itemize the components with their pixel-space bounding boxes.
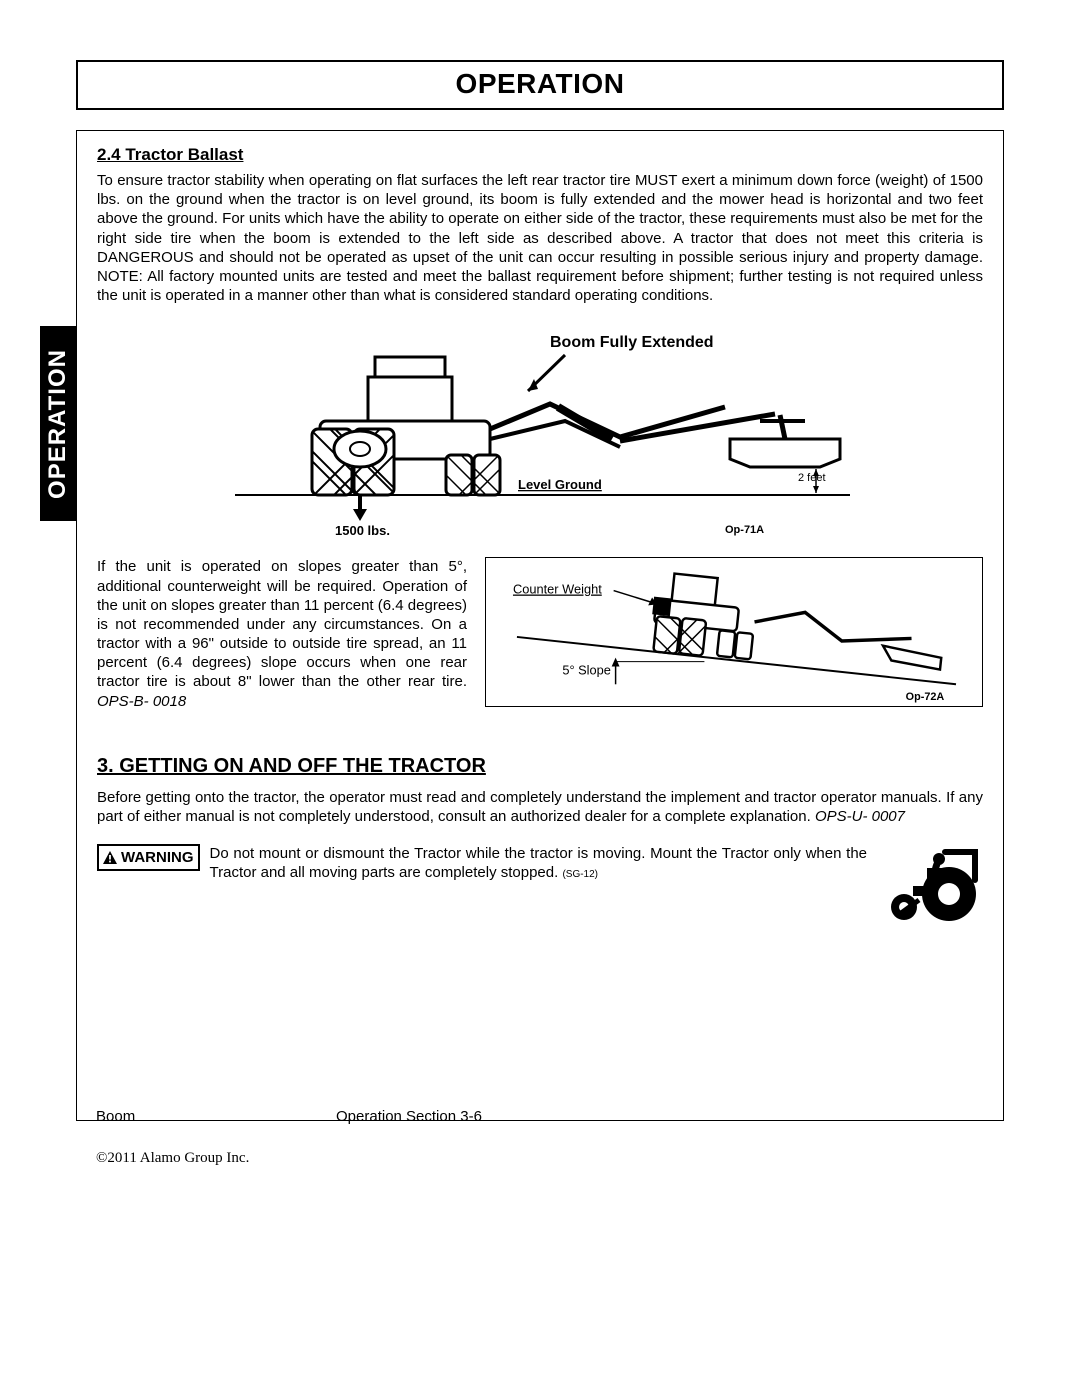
slope-ref: OPS-B- 0018: [97, 693, 186, 710]
diagram-code-2: Op-72A: [906, 691, 945, 703]
warning-triangle-icon: [103, 851, 117, 864]
diagram-level-ground: Level Ground: [518, 477, 602, 492]
section-2-4-body: To ensure tractor stability when operati…: [97, 171, 983, 305]
section-2-4-heading: 2.4 Tractor Ballast: [97, 145, 983, 165]
section-3-heading: 3. GETTING ON AND OFF THE TRACTOR: [97, 755, 983, 778]
side-tab-label: OPERATION: [44, 349, 72, 499]
warning-label: WARNING: [121, 849, 194, 866]
diagram-weight: 1500 lbs.: [335, 523, 390, 538]
page-header: OPERATION: [76, 60, 1004, 110]
warning-code: (SG-12): [562, 869, 598, 880]
page-title: OPERATION: [78, 68, 1002, 100]
content-box: 2.4 Tractor Ballast To ensure tractor st…: [76, 130, 1004, 1121]
diagram-slope-label: 5° Slope: [562, 663, 611, 678]
diagram-code-1: Op-71A: [725, 524, 764, 536]
diagram-boom-label: Boom Fully Extended: [550, 334, 714, 351]
section-3-body: Before getting onto the tractor, the ope…: [97, 788, 983, 826]
slope-row: If the unit is operated on slopes greate…: [97, 557, 983, 711]
warning-badge: WARNING: [97, 844, 200, 871]
safety-tractor-icon: [887, 844, 983, 924]
page-footer: Boom Operation Section 3-6: [96, 1108, 984, 1125]
warning-row: WARNING Do not mount or dismount the Tra…: [97, 844, 983, 924]
warning-text: Do not mount or dismount the Tractor whi…: [210, 844, 878, 882]
diagram-counter-weight-label: Counter Weight: [513, 582, 602, 597]
diagram-boom-extended: Boom Fully Extended Level Ground: [220, 329, 860, 539]
footer-center: Operation Section 3-6: [336, 1108, 984, 1125]
diagram-slope: Counter Weight 5° Slope: [485, 557, 983, 707]
page-frame: OPERATION 2.4 Tractor Ballast To ensure …: [76, 60, 1004, 1127]
diagram-two-feet: 2 feet: [798, 472, 826, 484]
footer-left: Boom: [96, 1108, 336, 1125]
side-tab-operation: OPERATION: [40, 326, 76, 521]
footer-copyright: ©2011 Alamo Group Inc.: [96, 1150, 249, 1167]
section-3-ref: OPS-U- 0007: [815, 808, 905, 825]
slope-paragraph: If the unit is operated on slopes greate…: [97, 557, 467, 711]
